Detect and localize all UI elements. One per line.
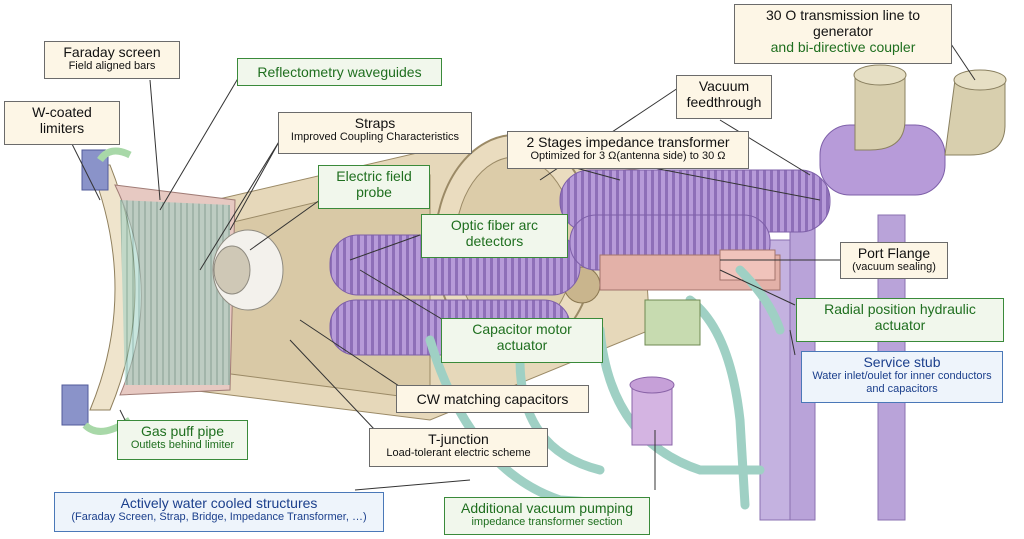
transmission-line-label: 30 O transmission line to generator and … [734, 4, 952, 64]
vacuum-feedthrough-title: Vacuum feedthrough [686, 78, 762, 111]
generator-elbows [853, 64, 1007, 156]
two-stage-transformer-label: 2 Stages impedance transformer Optimized… [507, 131, 749, 169]
t-junction-sub: Load-tolerant electric scheme [386, 447, 531, 460]
reflectometry-waveguides-title: Reflectometry waveguides [257, 64, 422, 80]
faraday-screen-sub: Field aligned bars [68, 60, 156, 73]
straps-title: Straps [354, 115, 396, 131]
port-flange-sub: (vacuum sealing) [852, 261, 936, 274]
pumping-port [629, 299, 701, 446]
capacitor-motor-title: Capacitor motor actuator [472, 321, 572, 354]
gas-puff-title: Gas puff pipe [140, 423, 225, 439]
water-cooled-sub: (Faraday Screen, Strap, Bridge, Impedanc… [71, 511, 367, 524]
reflectometry-waveguides-label: Reflectometry waveguides [237, 58, 442, 86]
gas-puff-label: Gas puff pipe Outlets behind limiter [117, 420, 248, 460]
cw-matching-label: CW matching capacitors [396, 385, 589, 413]
faraday-screen-label: Faraday screen Field aligned bars [44, 41, 180, 79]
capacitor-motor-label: Capacitor motor actuator [441, 318, 603, 363]
w-coated-limiters-label: W-coated limiters [4, 101, 120, 145]
water-cooled-label: Actively water cooled structures (Farada… [54, 492, 384, 532]
t-junction-label: T-junction Load-tolerant electric scheme [369, 428, 548, 467]
leader-lines [69, 34, 976, 491]
optic-fiber-label: Optic fiber arc detectors [421, 214, 568, 258]
vacuum-pumping-title: Additional vacuum pumping [461, 500, 633, 516]
vacuum-pumping-label: Additional vacuum pumping impedance tran… [444, 497, 650, 535]
gas-puff-sub: Outlets behind limiter [130, 439, 235, 452]
optic-fiber-title: Optic fiber arc detectors [450, 217, 539, 250]
limiter-frame [61, 149, 236, 426]
t-junction-title: T-junction [428, 431, 489, 447]
two-stage-transformer-title: 2 Stages impedance transformer [526, 134, 730, 150]
service-stub-title: Service stub [863, 354, 941, 370]
radial-actuator-title: Radial position hydraulic actuator [824, 301, 976, 334]
service-stub-label: Service stub Water inlet/oulet for inner… [801, 351, 1003, 403]
service-stub-sub: Water inlet/oulet for inner conductors a… [812, 370, 992, 395]
vacuum-feedthrough-label: Vacuum feedthrough [676, 75, 772, 119]
electric-field-probe-title: Electric field probe [336, 168, 412, 201]
electric-field-probe-label: Electric field probe [318, 165, 430, 209]
two-stage-transformer-sub: Optimized for 3 Ω(antenna side) to 30 Ω [530, 150, 726, 163]
water-cooled-title: Actively water cooled structures [120, 495, 318, 511]
w-coated-limiters-title: W-coated limiters [32, 104, 92, 137]
capacitors [212, 229, 284, 311]
vacuum-pumping-sub: impedance transformer section [471, 516, 623, 529]
port-flange-title: Port Flange [857, 245, 931, 261]
transmission-line-sub: and bi-directive coupler [770, 39, 916, 56]
radial-actuator-label: Radial position hydraulic actuator [796, 298, 1004, 342]
port-flange-label: Port Flange (vacuum sealing) [840, 242, 948, 279]
straps-label: Straps Improved Coupling Characteristics [278, 112, 472, 154]
cw-matching-title: CW matching capacitors [416, 391, 569, 407]
transmission-line-title: 30 O transmission line to generator [765, 7, 921, 40]
straps-sub: Improved Coupling Characteristics [290, 131, 460, 144]
faraday-screen-title: Faraday screen [63, 44, 161, 60]
